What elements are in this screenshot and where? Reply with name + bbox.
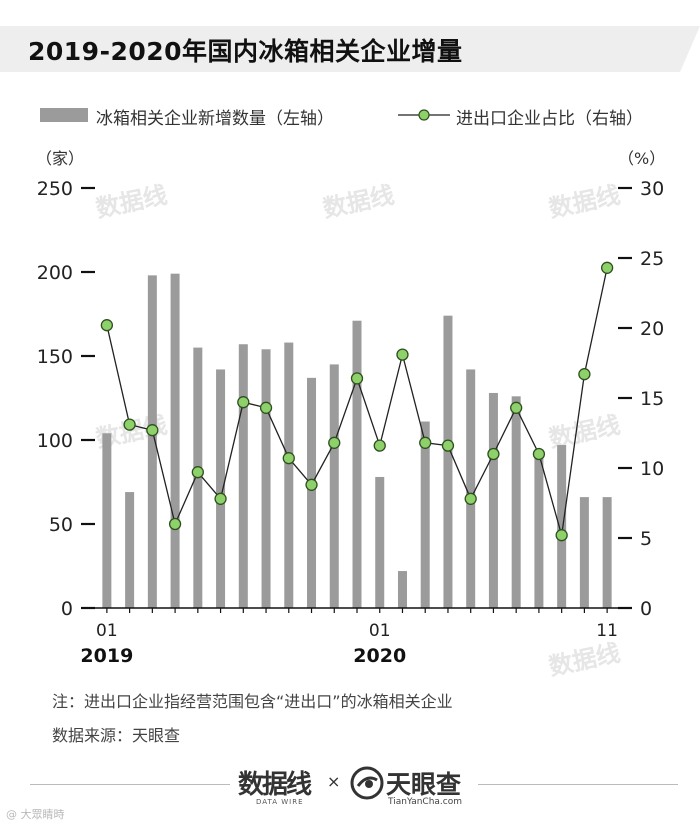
tianyancha-logo-subtitle: TianYanCha.com [388, 797, 463, 807]
point-2019-06 [214, 492, 227, 505]
legend-line-label: 进出口企业占比（右轴） [456, 109, 643, 129]
point-2019-12 [350, 372, 364, 385]
bar-2020-05 [466, 369, 476, 608]
point-2020-09 [555, 529, 568, 542]
tianyancha-logo: 天眼查 [386, 770, 462, 799]
bar-2019-03 [147, 275, 157, 608]
y-left-tick-label: 150 [37, 346, 73, 368]
bar-2020-04 [443, 315, 453, 608]
y-right-tick-label: 15 [640, 388, 664, 410]
bar-2020-08 [534, 450, 544, 608]
point-2019-10 [305, 478, 318, 491]
point-2020-02 [396, 348, 409, 361]
bar-2019-09 [284, 342, 294, 608]
point-2019-04 [168, 517, 182, 531]
y-right-tick-label: 10 [640, 458, 664, 480]
x-tick-label: 11 [596, 621, 618, 641]
y-right-tick-label: 25 [640, 248, 664, 270]
bar-2019-12 [352, 320, 362, 608]
point-2019-09 [282, 452, 295, 465]
bar-2019-02 [125, 492, 135, 608]
y-right-tick-label: 0 [640, 598, 652, 620]
y-right-tick-label: 5 [640, 528, 652, 550]
data-wire-logo-subtitle: DATA WIRE [256, 798, 304, 806]
bar-2020-09 [557, 445, 567, 608]
title-bar: 2019-2020年国内冰箱相关企业增量 [0, 26, 700, 72]
bar-2020-02 [397, 571, 407, 608]
point-2020-04 [441, 439, 455, 452]
bar-2019-06 [216, 369, 226, 608]
y-right-tick-label: 30 [640, 178, 664, 200]
bar-2020-06 [488, 392, 498, 608]
point-2020-06 [487, 447, 500, 461]
partnership-times-sign: × [327, 772, 341, 791]
tianyancha-eye-icon [350, 766, 384, 800]
y-left-tick-label: 50 [49, 514, 73, 536]
y-left-tick-label: 200 [37, 262, 73, 284]
corner-watermark: @ 大眾睛時 [6, 808, 65, 821]
x-tick-label: 01 [96, 621, 118, 641]
bar-2020-10 [579, 497, 589, 608]
bar-2020-07 [511, 396, 521, 608]
point-2019-01 [100, 319, 114, 332]
y-left-tick-label: 250 [37, 178, 73, 200]
point-2020-05 [464, 492, 477, 505]
bar-2019-08 [261, 349, 271, 608]
footer-divider-left [30, 784, 230, 785]
data-source: 数据来源：天眼查 [52, 726, 181, 745]
data-wire-logo: 数据线 [238, 770, 312, 800]
bar-2019-07 [238, 344, 248, 608]
y-left-tick-label: 100 [37, 430, 73, 452]
x-year-label: 2020 [353, 645, 406, 667]
y-right-tick-label: 20 [640, 318, 664, 340]
point-2019-08 [259, 401, 273, 414]
legend: 冰箱相关企业新增数量（左轴） 进出口企业占比（右轴） [40, 104, 680, 129]
point-2020-10 [578, 368, 591, 381]
legend-line-swatch [398, 109, 450, 121]
point-2020-03 [419, 436, 432, 449]
bar-2019-10 [307, 377, 317, 608]
legend-bar-label: 冰箱相关企业新增数量（左轴） [96, 109, 334, 129]
bar-2019-04 [170, 273, 180, 608]
point-2019-03 [146, 424, 159, 437]
bar-line-chart: （家） （%） 0 50 100 150 200 250 0 5 10 15 20 25 30 01 2019 0… [36, 149, 665, 667]
bar-2020-11 [602, 497, 612, 608]
point-2020-11 [600, 261, 614, 274]
y-left-unit-label: （家） [36, 149, 84, 168]
point-2019-11 [328, 436, 341, 449]
point-2019-05 [191, 466, 204, 479]
point-2020-08 [532, 447, 546, 461]
point-2020-07 [510, 401, 523, 414]
bar-2020-01 [375, 476, 385, 608]
point-2019-02 [123, 418, 136, 431]
bar-2019-01 [102, 433, 112, 608]
y-left-tick-label: 0 [61, 598, 73, 620]
legend-bar-swatch [40, 108, 88, 122]
x-year-label: 2019 [80, 645, 133, 667]
chart-title: 2019-2020年国内冰箱相关企业增量 [28, 37, 463, 66]
title-bar-background [0, 26, 700, 72]
bar-2019-11 [329, 364, 339, 608]
x-tick-label: 01 [369, 621, 391, 641]
footer-divider-right [478, 784, 678, 785]
point-2019-07 [237, 396, 250, 409]
point-2020-01 [373, 439, 386, 452]
bar-2020-03 [420, 421, 430, 608]
chart-note: 注：进出口企业指经营范围包含“进出口”的冰箱相关企业 [52, 692, 453, 711]
y-right-unit-label: （%） [618, 149, 665, 168]
